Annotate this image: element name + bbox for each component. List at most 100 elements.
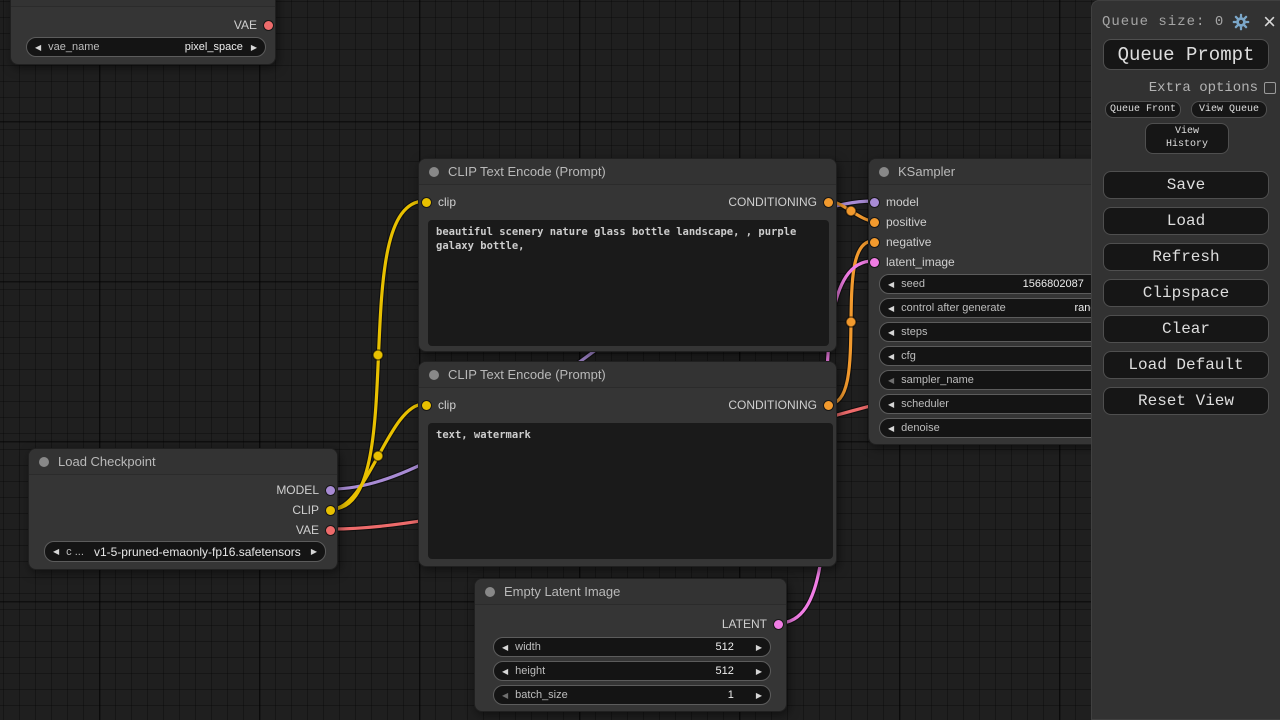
stepper-left-icon[interactable]: ◀ bbox=[888, 279, 895, 289]
stepper-left-icon[interactable]: ◀ bbox=[888, 351, 895, 361]
node-load-checkpoint-header[interactable]: Load Checkpoint bbox=[29, 449, 337, 475]
stepper-right-icon[interactable]: ▶ bbox=[755, 642, 762, 652]
conditioning-port-dot-icon[interactable] bbox=[824, 197, 833, 207]
output-port-vae[interactable]: VAE bbox=[296, 522, 335, 538]
widget-height[interactable]: ◀ height 512 ▶ bbox=[493, 661, 771, 681]
stepper-left-icon[interactable]: ◀ bbox=[53, 547, 60, 556]
save-button[interactable]: Save bbox=[1103, 171, 1269, 199]
input-port-positive[interactable]: positive bbox=[870, 214, 927, 230]
widget-vae-name[interactable]: ◀ vae_name pixel_space ▶ bbox=[26, 37, 266, 57]
close-icon[interactable]: × bbox=[1263, 9, 1276, 34]
node-vae-loader[interactable]: VAE ◀ vae_name pixel_space ▶ bbox=[10, 0, 276, 65]
stepper-left-icon[interactable]: ◀ bbox=[888, 399, 895, 409]
widget-value: pixel_space bbox=[184, 41, 243, 53]
model-port-dot-icon[interactable] bbox=[870, 197, 879, 207]
port-label: latent_image bbox=[886, 255, 955, 269]
view-history-line2: History bbox=[1165, 138, 1208, 150]
widget-denoise[interactable]: ◀ denoise bbox=[879, 418, 1149, 438]
stepper-left-icon[interactable]: ◀ bbox=[502, 642, 509, 652]
collapse-dot-icon[interactable] bbox=[429, 369, 439, 380]
refresh-button[interactable]: Refresh bbox=[1103, 243, 1269, 271]
output-port-conditioning[interactable]: CONDITIONING bbox=[728, 194, 833, 210]
vae-port-dot-icon[interactable] bbox=[326, 525, 335, 535]
stepper-left-icon[interactable]: ◀ bbox=[888, 423, 895, 433]
input-port-model[interactable]: model bbox=[870, 194, 919, 210]
output-port-conditioning[interactable]: CONDITIONING bbox=[728, 397, 833, 413]
widget-value: 512 bbox=[715, 665, 734, 677]
widget-cfg[interactable]: ◀ cfg bbox=[879, 346, 1149, 366]
widget-sampler-name[interactable]: ◀ sampler_name bbox=[879, 370, 1149, 390]
widget-value: 512 bbox=[715, 641, 734, 653]
collapse-dot-icon[interactable] bbox=[879, 166, 889, 177]
queue-prompt-button[interactable]: Queue Prompt bbox=[1103, 39, 1269, 70]
port-label: LATENT bbox=[721, 617, 767, 631]
widget-steps[interactable]: ◀ steps bbox=[879, 322, 1149, 342]
queue-size-label: Queue size: 0 bbox=[1102, 14, 1225, 30]
stepper-left-icon[interactable]: ◀ bbox=[888, 303, 895, 313]
vae-port-dot-icon[interactable] bbox=[264, 20, 273, 30]
stepper-left-icon[interactable]: ◀ bbox=[35, 42, 42, 52]
widget-label: seed bbox=[901, 278, 926, 290]
reset-view-button[interactable]: Reset View bbox=[1103, 387, 1269, 415]
input-port-negative[interactable]: negative bbox=[870, 234, 931, 250]
node-load-checkpoint[interactable]: Load Checkpoint MODEL CLIP VAE ◀ c ... v… bbox=[28, 448, 338, 570]
clear-button[interactable]: Clear bbox=[1103, 315, 1269, 343]
stepper-left-icon[interactable]: ◀ bbox=[502, 690, 509, 700]
widget-ckpt-name[interactable]: ◀ c ... v1-5-pruned-emaonly-fp16.safeten… bbox=[44, 541, 326, 562]
stepper-left-icon[interactable]: ◀ bbox=[502, 666, 509, 676]
clipspace-button[interactable]: Clipspace bbox=[1103, 279, 1269, 307]
node-title: KSampler bbox=[898, 164, 956, 179]
stepper-right-icon[interactable]: ▶ bbox=[755, 690, 762, 700]
output-port-model[interactable]: MODEL bbox=[276, 482, 335, 498]
stepper-right-icon[interactable]: ▶ bbox=[250, 42, 257, 52]
input-port-latent-image[interactable]: latent_image bbox=[870, 254, 955, 270]
input-port-clip[interactable]: clip bbox=[422, 194, 456, 210]
latent-port-dot-icon[interactable] bbox=[774, 619, 783, 629]
node-title: Load Checkpoint bbox=[58, 454, 156, 469]
collapse-dot-icon[interactable] bbox=[429, 166, 439, 177]
settings-gear-icon[interactable] bbox=[1232, 13, 1250, 31]
widget-scheduler[interactable]: ◀ scheduler bbox=[879, 394, 1149, 414]
widget-batch-size[interactable]: ◀ batch_size 1 ▶ bbox=[493, 685, 771, 705]
node-clip-positive-header[interactable]: CLIP Text Encode (Prompt) bbox=[419, 159, 836, 185]
clip-port-dot-icon[interactable] bbox=[422, 400, 431, 410]
stepper-left-icon[interactable]: ◀ bbox=[888, 375, 895, 385]
widget-value: 1 bbox=[727, 689, 734, 701]
clip-port-dot-icon[interactable] bbox=[326, 505, 335, 515]
port-label: VAE bbox=[295, 523, 319, 537]
conditioning-port-dot-icon[interactable] bbox=[824, 400, 833, 410]
node-vae-loader-header[interactable] bbox=[11, 0, 275, 7]
latent-port-dot-icon[interactable] bbox=[870, 257, 879, 267]
model-port-dot-icon[interactable] bbox=[326, 485, 335, 495]
widget-width[interactable]: ◀ width 512 ▶ bbox=[493, 637, 771, 657]
widget-label: steps bbox=[901, 326, 928, 338]
node-clip-text-encode-positive[interactable]: CLIP Text Encode (Prompt) clip CONDITION… bbox=[418, 158, 837, 352]
stepper-right-icon[interactable]: ▶ bbox=[755, 666, 762, 676]
view-history-button[interactable]: View History bbox=[1145, 123, 1229, 154]
collapse-dot-icon[interactable] bbox=[39, 456, 49, 467]
conditioning-port-dot-icon[interactable] bbox=[870, 237, 879, 247]
queue-front-button[interactable]: Queue Front bbox=[1105, 101, 1181, 118]
view-queue-button[interactable]: View Queue bbox=[1191, 101, 1267, 118]
output-port-vae[interactable]: VAE bbox=[234, 17, 273, 33]
conditioning-port-dot-icon[interactable] bbox=[870, 217, 879, 227]
node-empty-latent-header[interactable]: Empty Latent Image bbox=[475, 579, 786, 605]
load-button[interactable]: Load bbox=[1103, 207, 1269, 235]
node-empty-latent-image[interactable]: Empty Latent Image LATENT ◀ width 512 ▶ … bbox=[474, 578, 787, 712]
node-clip-text-encode-negative[interactable]: CLIP Text Encode (Prompt) clip CONDITION… bbox=[418, 361, 837, 567]
extra-options-checkbox[interactable] bbox=[1264, 82, 1276, 94]
collapse-dot-icon[interactable] bbox=[485, 586, 495, 597]
prompt-textarea[interactable]: beautiful scenery nature glass bottle la… bbox=[428, 220, 829, 346]
input-port-clip[interactable]: clip bbox=[422, 397, 456, 413]
prompt-textarea[interactable]: text, watermark bbox=[428, 423, 833, 559]
widget-seed[interactable]: ◀ seed 1566802087 ▶ bbox=[879, 274, 1149, 294]
load-default-button[interactable]: Load Default bbox=[1103, 351, 1269, 379]
node-clip-negative-header[interactable]: CLIP Text Encode (Prompt) bbox=[419, 362, 836, 388]
output-port-clip[interactable]: CLIP bbox=[292, 502, 335, 518]
stepper-right-icon[interactable]: ▶ bbox=[310, 547, 317, 556]
comfy-menu-panel: Queue size: 0 × Queue Prompt Extra o bbox=[1091, 0, 1280, 720]
stepper-left-icon[interactable]: ◀ bbox=[888, 327, 895, 337]
clip-port-dot-icon[interactable] bbox=[422, 197, 431, 207]
output-port-latent[interactable]: LATENT bbox=[722, 616, 783, 632]
